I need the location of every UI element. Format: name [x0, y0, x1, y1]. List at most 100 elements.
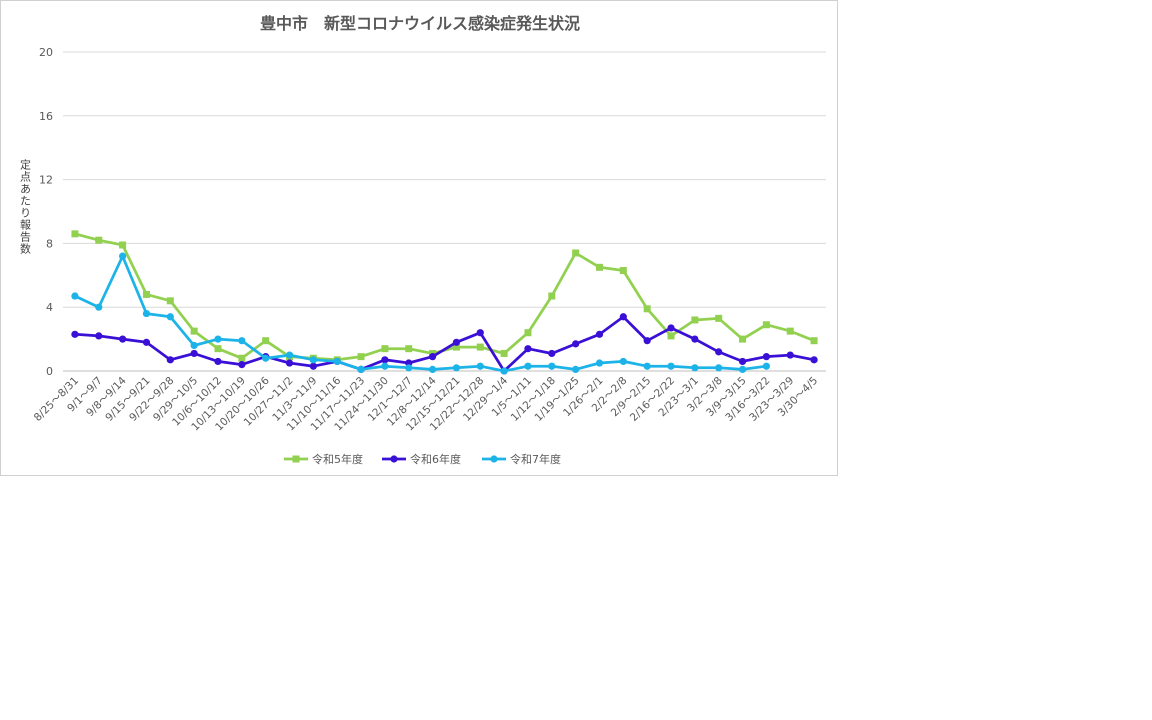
data-point: [500, 367, 508, 375]
data-point: [381, 356, 389, 364]
data-point: [95, 303, 103, 311]
data-point: [285, 359, 294, 367]
data-point: [595, 330, 604, 338]
data-point: [71, 230, 79, 238]
data-point: [548, 362, 556, 370]
data-point: [119, 252, 127, 260]
data-point: [739, 335, 747, 343]
data-point: [214, 357, 222, 366]
data-point: [357, 365, 365, 374]
data-point: [452, 343, 460, 351]
y-tick-label: 20: [39, 46, 53, 59]
legend-item: 令和7年度: [482, 452, 561, 466]
data-point: [190, 327, 198, 335]
series-line: [73, 315, 816, 373]
legend-label: 令和5年度: [312, 452, 363, 466]
data-point: [762, 353, 770, 361]
data-point: [500, 349, 508, 357]
data-point: [333, 357, 341, 366]
data-point: [691, 364, 699, 372]
data-point: [691, 316, 699, 324]
data-point: [619, 357, 627, 366]
legend: 令和5年度 令和6年度 令和7年度: [284, 452, 561, 466]
data-point: [476, 329, 484, 337]
y-axis-title: 定点あたり報告数: [19, 158, 32, 255]
data-point: [643, 362, 651, 370]
data-point: [285, 351, 294, 359]
series-2: [71, 313, 818, 375]
gridlines: [63, 51, 826, 372]
data-point: [667, 332, 675, 340]
x-axis-ticks: 8/25～8/319/1～9/79/8～9/149/15～9/219/22～9/…: [32, 374, 820, 433]
data-point: [691, 335, 699, 343]
data-point: [572, 249, 580, 257]
data-point: [142, 338, 151, 346]
data-point: [119, 335, 127, 343]
data-point: [715, 314, 723, 322]
data-point: [71, 330, 79, 338]
legend-marker: [490, 455, 498, 463]
data-point: [572, 365, 580, 374]
data-point: [786, 327, 794, 335]
legend-marker: [390, 455, 398, 463]
data-point: [119, 241, 127, 249]
line-chart: 豊中市 新型コロナウイルス感染症発生状況 0 4 8 12 16 20 8/25～8/31…: [19, 14, 826, 466]
data-point: [548, 292, 556, 300]
data-point: [762, 362, 770, 370]
data-point: [357, 353, 365, 361]
data-point: [166, 313, 174, 321]
data-point: [95, 332, 103, 340]
data-point: [166, 356, 174, 364]
series-3: [71, 252, 770, 375]
series-line: [73, 254, 768, 373]
data-point: [476, 362, 484, 370]
data-point: [405, 364, 413, 372]
data-point: [715, 348, 723, 356]
legend-item: 令和6年度: [382, 452, 461, 466]
y-tick-label: 0: [46, 365, 53, 378]
data-point: [142, 290, 150, 298]
data-point: [452, 364, 461, 372]
series-layer: [71, 230, 818, 375]
data-point: [476, 343, 484, 351]
y-tick-label: 8: [46, 237, 53, 250]
data-point: [738, 357, 747, 366]
y-tick-label: 4: [46, 301, 53, 314]
data-point: [71, 292, 79, 300]
legend-label: 令和7年度: [510, 452, 561, 466]
data-point: [548, 349, 556, 358]
data-point: [738, 365, 747, 374]
data-point: [667, 324, 675, 332]
data-point: [762, 321, 770, 329]
data-point: [405, 345, 413, 353]
data-point: [238, 361, 246, 369]
data-point: [142, 309, 151, 318]
data-point: [428, 353, 437, 361]
data-point: [643, 337, 651, 345]
y-tick-label: 12: [39, 174, 53, 187]
data-point: [214, 345, 222, 353]
data-point: [667, 362, 675, 370]
data-point: [595, 263, 603, 271]
data-point: [786, 351, 794, 359]
data-point: [619, 313, 627, 321]
data-point: [381, 362, 389, 370]
chart-frame: 豊中市 新型コロナウイルス感染症発生状況 0 4 8 12 16 20 8/25～8/31…: [0, 0, 838, 476]
data-point: [262, 354, 270, 362]
data-point: [190, 349, 198, 358]
data-point: [238, 337, 246, 345]
data-point: [810, 356, 818, 364]
data-point: [262, 337, 270, 345]
data-point: [595, 359, 604, 367]
data-point: [238, 354, 246, 362]
data-point: [572, 340, 580, 348]
data-point: [643, 305, 651, 313]
data-point: [95, 236, 103, 244]
data-point: [452, 338, 461, 346]
chart-title: 豊中市 新型コロナウイルス感染症発生状況: [260, 14, 580, 33]
data-point: [524, 345, 532, 353]
data-point: [214, 335, 222, 343]
legend-item: 令和5年度: [284, 452, 363, 466]
legend-marker: [292, 455, 300, 463]
data-point: [190, 341, 198, 350]
